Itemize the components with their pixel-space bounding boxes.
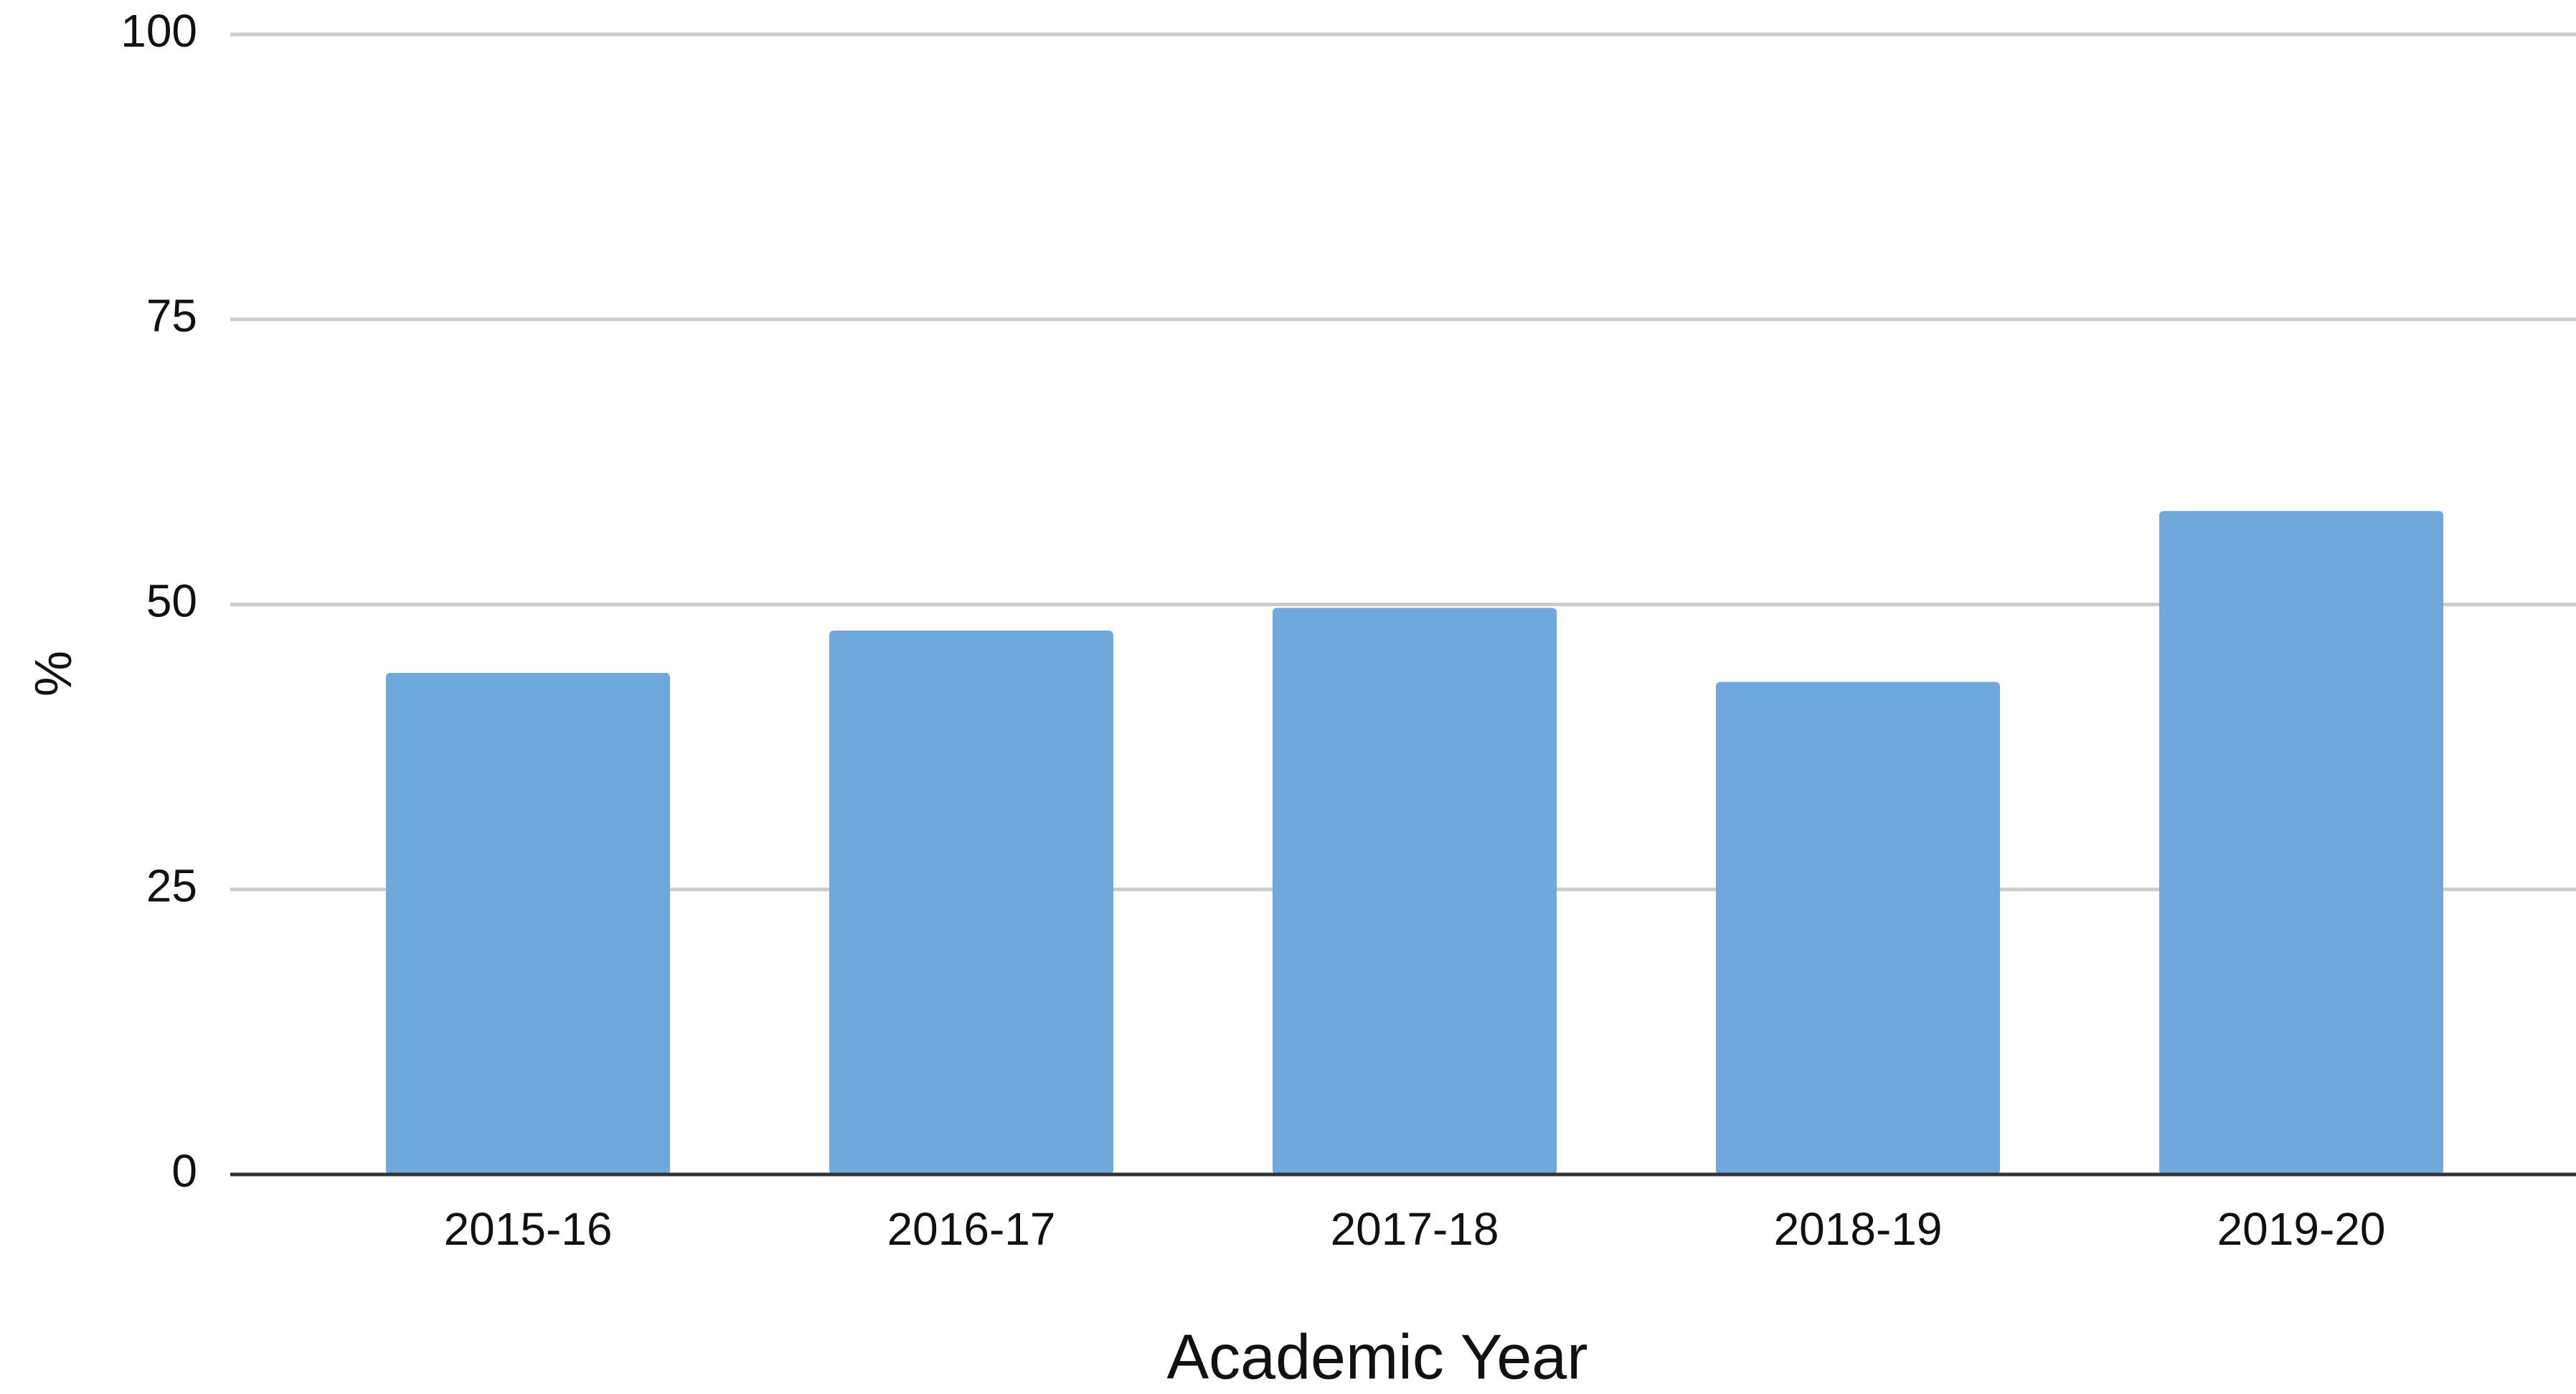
bar [1716,682,2000,1174]
y-tick-label: 100 [121,5,197,57]
x-tick-label: 2016-17 [887,1203,1056,1255]
y-tick-label: 0 [171,1145,197,1197]
bar [386,672,670,1174]
bar [1273,608,1557,1174]
x-tick-label: 2019-20 [2217,1203,2386,1255]
bar [2159,511,2443,1174]
y-axis-title: % [25,651,82,697]
x-axis-title: Academic Year [1166,1321,1587,1392]
bar [829,631,1113,1174]
y-tick-label: 50 [146,575,197,626]
x-tick-label: 2017-18 [1331,1203,1499,1255]
y-tick-label: 75 [146,290,197,342]
y-tick-label: 25 [146,860,197,912]
x-tick-label: 2015-16 [444,1203,613,1255]
x-tick-label: 2018-19 [1774,1203,1943,1255]
